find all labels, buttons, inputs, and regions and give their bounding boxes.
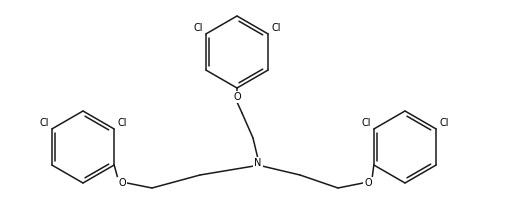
Text: O: O	[233, 92, 240, 102]
Text: Cl: Cl	[117, 118, 126, 128]
Text: Cl: Cl	[360, 118, 370, 128]
Text: Cl: Cl	[271, 23, 280, 33]
Text: N: N	[254, 158, 261, 168]
Text: O: O	[363, 178, 371, 188]
Text: Cl: Cl	[438, 118, 448, 128]
Text: O: O	[118, 178, 126, 188]
Text: Cl: Cl	[193, 23, 203, 33]
Text: Cl: Cl	[39, 118, 49, 128]
